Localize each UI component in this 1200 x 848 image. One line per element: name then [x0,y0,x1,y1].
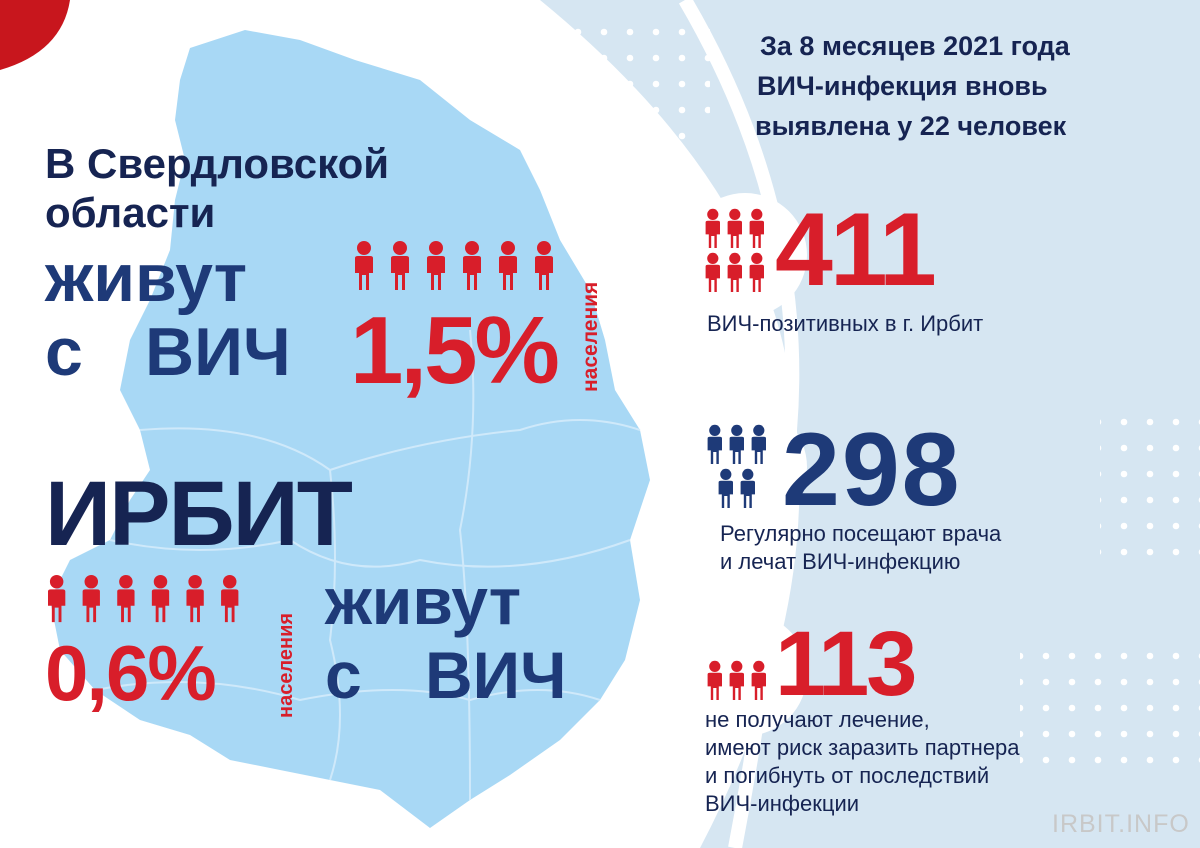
watermark-text: IRBIT.INFO [1052,810,1190,838]
corner-accent [0,0,70,70]
dot-pattern [1020,650,1200,770]
stat-circle [683,193,807,317]
header-line3: выявлена у 22 человек [755,111,1067,141]
stat-113-number: 113 [775,613,917,715]
person-icon [427,241,445,290]
city-population-label: населения [275,612,297,718]
person-icon [740,468,755,508]
district-border [94,681,601,702]
header-line1: За 8 месяцев 2021 года [760,31,1070,61]
stat-298-number: 298 [782,412,962,528]
person-icon [729,424,744,464]
stat-113-desc-line3: и погибнуть от последствий [705,763,990,788]
stat-113-desc-line1: не получают лечение, [705,707,930,732]
city-lives-word: живут [325,564,522,638]
person-icon [718,468,733,508]
dot-pattern [560,10,710,130]
person-icon [151,574,170,623]
dot-pattern [580,130,690,220]
district-border [328,469,341,781]
region-title-line1: В Свердловской [45,140,390,187]
person-icon [727,208,742,248]
person-icon [749,208,764,248]
person-icon [729,660,744,700]
stat-298-desc-line1: Регулярно посещают врача [720,521,1002,546]
city-percent: 0,6% [45,629,217,717]
stat-circle [683,612,807,736]
person-icon [751,660,766,700]
stat-circle [683,405,807,529]
people-icon-group [705,208,764,292]
stat-411-number: 411 [775,192,937,308]
person-icon [749,252,764,292]
stat-113-desc-line4: ВИЧ-инфекции [705,791,860,816]
district-border [139,419,641,472]
person-icon [751,424,766,464]
person-icon [707,424,722,464]
person-icon [705,208,720,248]
stat-113-desc-line2: имеют риск заразить партнера [705,735,1020,760]
people-icon-row [355,241,553,290]
person-icon [727,252,742,292]
region-lives-word: живут [45,240,248,316]
stat-298-desc-line2: и лечат ВИЧ-инфекцию [720,549,961,574]
stat-411-desc: ВИЧ-позитивных в г. Ирбит [707,311,984,336]
city-with-word: с [325,638,362,712]
person-icon [499,241,517,290]
city-title: ИРБИТ [45,463,353,565]
region-hiv-word: ВИЧ [145,314,291,390]
person-icon [355,241,373,290]
region-with-word: с [45,314,83,390]
person-icon [705,252,720,292]
region-title-line2: области [45,189,216,236]
people-icon-row [48,574,239,623]
person-icon [221,574,239,623]
person-icon [535,241,553,290]
people-icon-group [707,424,766,508]
person-icon [707,660,722,700]
region-population-label: населения [579,281,602,392]
dot-pattern [1100,410,1200,570]
city-hiv-word: ВИЧ [425,638,567,712]
district-border [109,538,631,568]
header-line2: ВИЧ-инфекция вновь [757,71,1048,101]
person-icon [82,574,100,623]
region-map [50,30,650,828]
right-panel [540,0,1200,848]
person-icon [186,574,204,623]
person-icon [391,241,409,290]
district-border [458,329,475,801]
person-icon [463,241,481,290]
person-icon [117,574,135,623]
people-icon-group [707,660,766,700]
person-icon [48,574,66,623]
region-percent: 1,5% [350,297,560,404]
